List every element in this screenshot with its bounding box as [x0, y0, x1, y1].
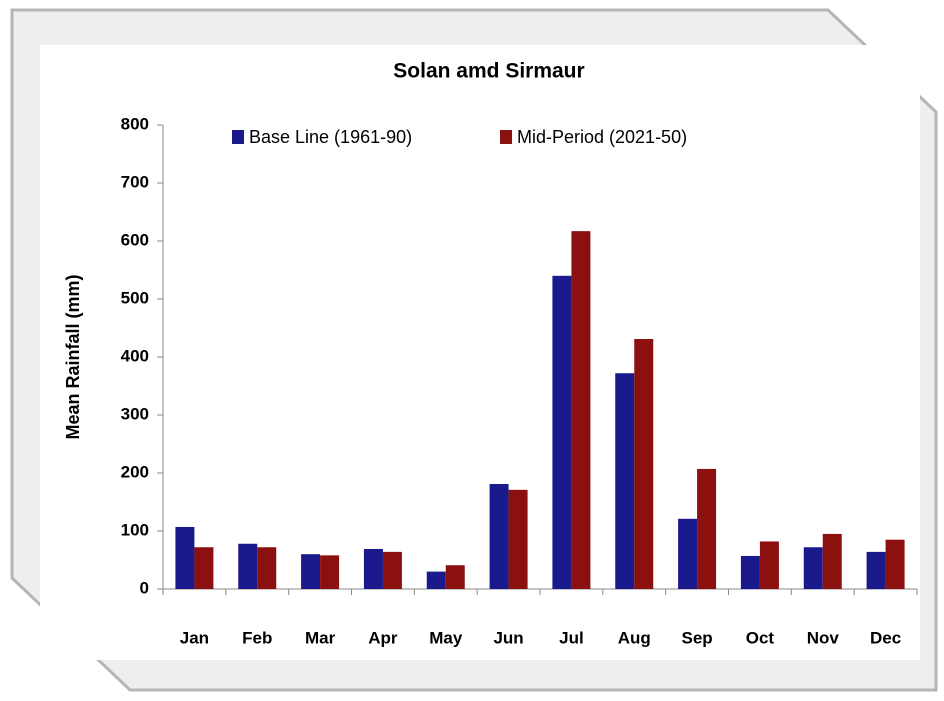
bar — [320, 555, 340, 589]
x-tick-label: Jul — [559, 628, 584, 647]
bar — [489, 484, 509, 589]
legend-label: Mid-Period (2021-50) — [517, 127, 687, 147]
x-tick-label: Oct — [746, 628, 775, 647]
bar — [678, 518, 698, 589]
x-tick-label: Jan — [180, 628, 209, 647]
bar — [382, 551, 402, 589]
bar — [301, 554, 321, 589]
bar — [257, 547, 277, 589]
x-tick-label: Dec — [870, 628, 901, 647]
y-tick-label: 100 — [121, 520, 149, 539]
bar — [426, 571, 446, 589]
legend-swatch — [500, 130, 512, 144]
y-tick-label: 600 — [121, 230, 149, 249]
bar — [822, 533, 842, 589]
y-tick-label: 200 — [121, 462, 149, 481]
bar — [759, 541, 779, 589]
bar — [740, 555, 760, 589]
x-tick-label: Apr — [368, 628, 398, 647]
x-tick-label: Sep — [681, 628, 712, 647]
bar — [175, 526, 195, 589]
legend-swatch — [232, 130, 244, 144]
bar — [194, 547, 214, 589]
y-tick-label: 300 — [121, 404, 149, 423]
plot-background — [40, 45, 920, 660]
x-tick-label: Jun — [493, 628, 523, 647]
x-tick-label: Aug — [618, 628, 651, 647]
bar — [885, 539, 905, 589]
bar — [445, 565, 465, 589]
x-tick-label: May — [429, 628, 463, 647]
legend-label: Base Line (1961-90) — [249, 127, 412, 147]
x-tick-label: Nov — [807, 628, 840, 647]
bar — [363, 548, 383, 589]
y-tick-label: 0 — [140, 578, 149, 597]
y-tick-label: 700 — [121, 172, 149, 191]
bar — [552, 275, 572, 589]
bar — [508, 489, 528, 589]
x-tick-label: Feb — [242, 628, 272, 647]
y-tick-label: 500 — [121, 288, 149, 307]
bar — [615, 373, 635, 589]
bar — [803, 547, 823, 589]
bar — [238, 543, 258, 589]
bar — [634, 339, 654, 589]
chart-title: Solan amd Sirmaur — [393, 60, 584, 83]
bar — [866, 551, 886, 589]
x-tick-label: Mar — [305, 628, 336, 647]
bar — [571, 231, 591, 589]
y-axis-label: Mean Rainfall (mm) — [63, 274, 83, 439]
bar — [697, 468, 717, 589]
y-tick-label: 800 — [121, 114, 149, 133]
y-tick-label: 400 — [121, 346, 149, 365]
